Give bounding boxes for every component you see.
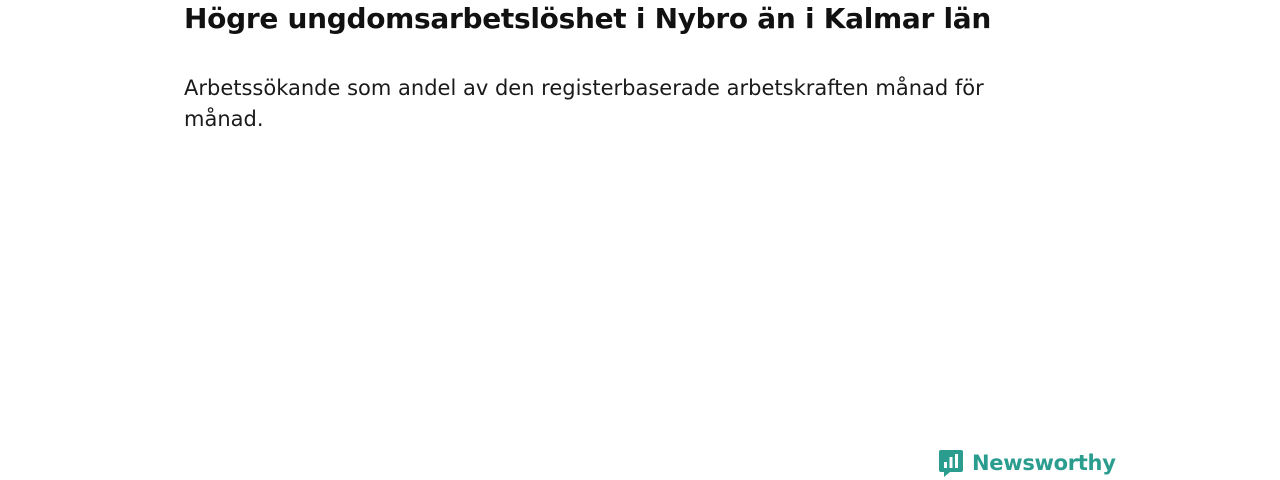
chart-title: Högre ungdomsarbetslöshet i Nybro än i K… — [184, 2, 991, 35]
newsworthy-logo-icon — [939, 450, 963, 477]
brand-name: Newsworthy — [972, 451, 1116, 475]
chart-subtitle: Arbetssökande som andel av den registerb… — [184, 76, 984, 131]
brand-logo: Newsworthy — [938, 448, 1116, 478]
